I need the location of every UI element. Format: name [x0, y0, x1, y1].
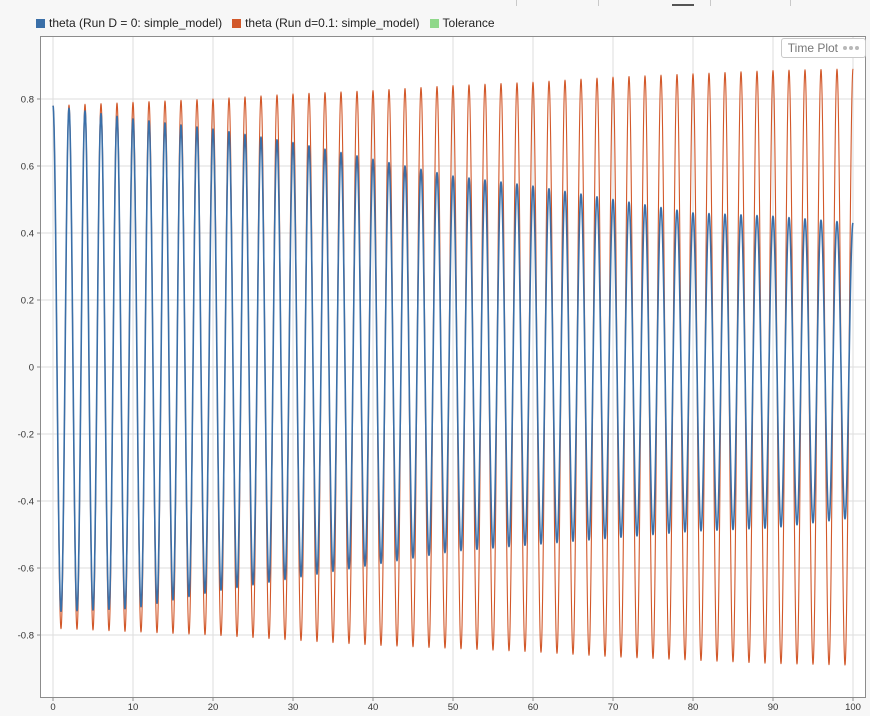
legend-swatch [232, 18, 242, 28]
legend-label: theta (Run D = 0: simple_model) [49, 16, 223, 30]
x-tick-label: 70 [608, 702, 619, 713]
legend-swatch [429, 18, 439, 28]
y-tick-label: -0.8 [18, 631, 34, 642]
series-line-run-d0 [52, 105, 854, 613]
x-tick-label: 80 [688, 702, 699, 713]
y-tick-label: 0.2 [21, 295, 34, 306]
y-tick-label: 0 [29, 363, 34, 374]
time-plot-badge[interactable]: Time Plot [780, 38, 866, 58]
y-tick-label: -0.2 [18, 430, 34, 441]
x-tick-label: 0 [50, 702, 55, 713]
legend-item-tolerance[interactable]: Tolerance [429, 16, 495, 30]
legend-label: Tolerance [442, 16, 495, 30]
x-tick-label: 60 [528, 702, 539, 713]
legend-swatch [36, 18, 45, 28]
more-options-icon[interactable] [843, 46, 859, 50]
toolbar-edge [0, 0, 870, 6]
legend-item-run-d01[interactable]: theta (Run d=0.1: simple_model) [232, 16, 420, 30]
y-tick-label: 0.4 [21, 228, 34, 239]
x-tick-label: 50 [448, 702, 459, 713]
toolbar-divider [516, 0, 517, 6]
toolbar-divider [598, 0, 599, 6]
y-tick-label: 0.6 [21, 161, 34, 172]
x-tick-label: 90 [768, 702, 779, 713]
x-tick-label: 30 [288, 702, 299, 713]
toolbar-divider [710, 0, 711, 6]
y-tick-label: -0.6 [18, 564, 34, 575]
toolbar-selected-indicator [672, 4, 694, 6]
plot-frame [40, 36, 866, 698]
time-plot-label: Time Plot [787, 41, 838, 55]
x-tick-label: 10 [128, 702, 139, 713]
x-tick-label: 20 [208, 702, 219, 713]
x-tick-label: 40 [368, 702, 379, 713]
chart-legend: theta (Run D = 0: simple_model) theta (R… [36, 14, 495, 32]
legend-item-run-d0[interactable]: theta (Run D = 0: simple_model) [36, 16, 222, 30]
y-tick-label: 0.8 [21, 94, 34, 105]
toolbar-divider [790, 0, 791, 6]
y-tick-label: -0.4 [18, 497, 34, 508]
legend-label: theta (Run d=0.1: simple_model) [245, 16, 420, 30]
x-tick-label: 100 [845, 702, 861, 713]
